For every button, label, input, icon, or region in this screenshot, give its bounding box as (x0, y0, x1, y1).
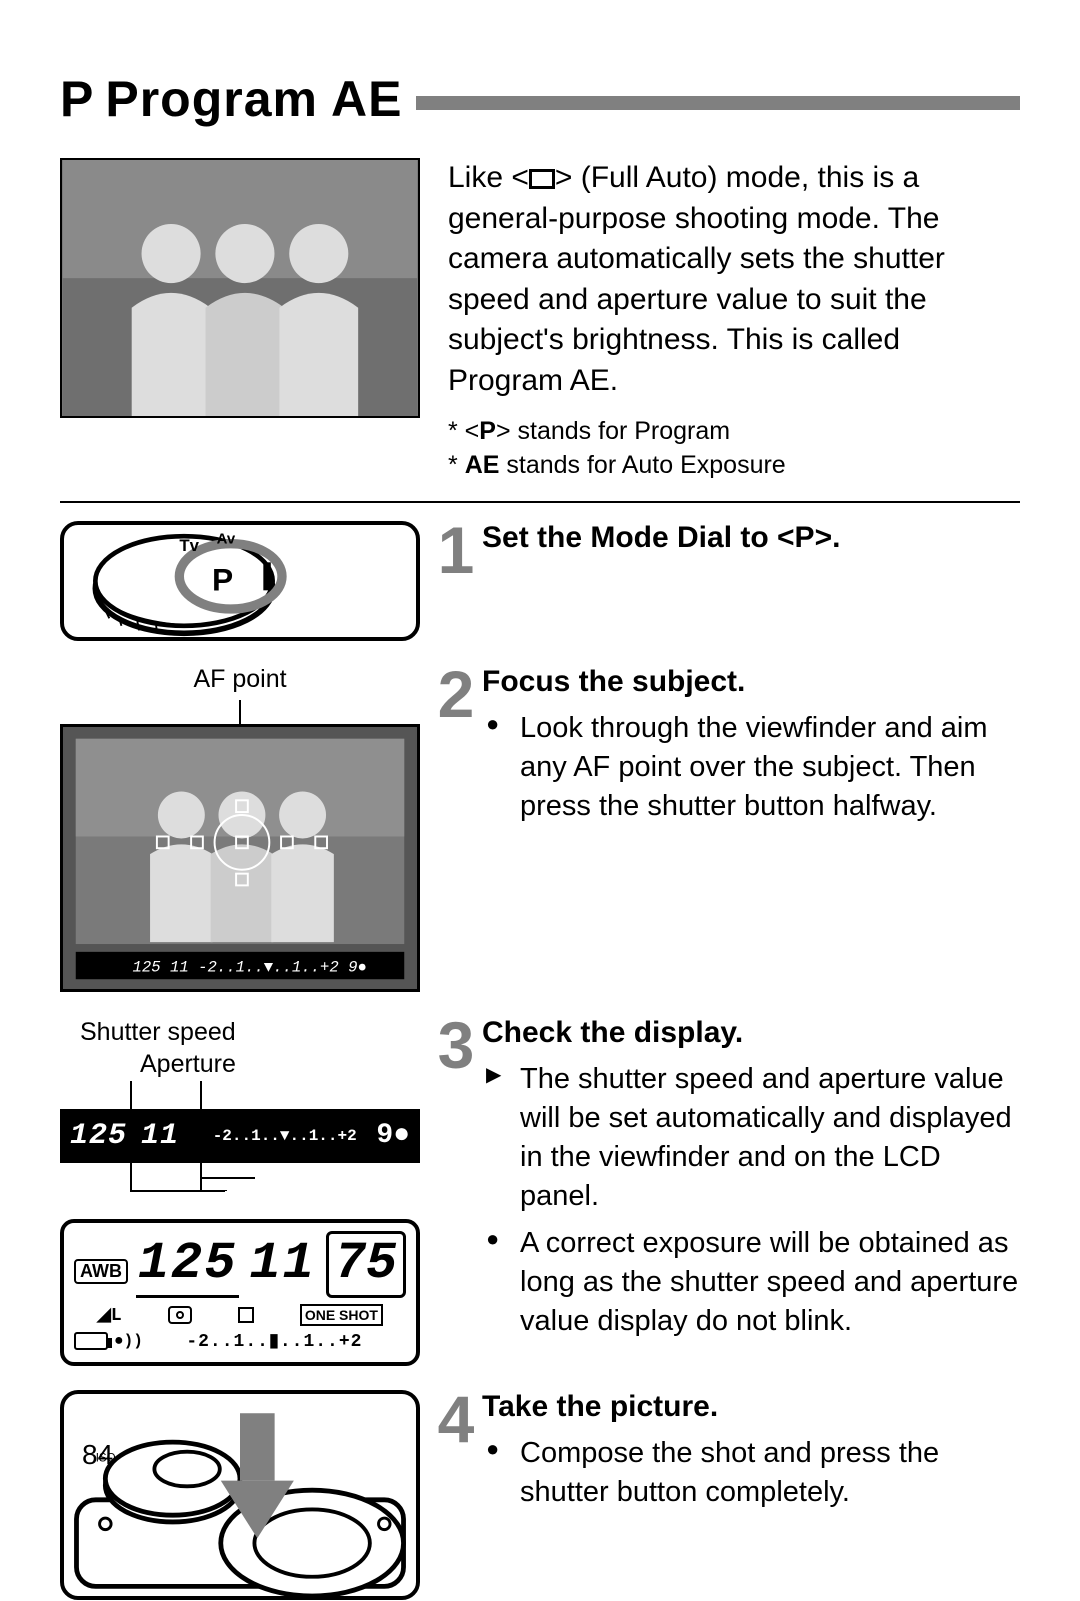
viewfinder-icon: 125 11 -2..1..▼..1..+2 9● (63, 727, 417, 989)
footnote-p: * <P> stands for Program (448, 415, 1020, 449)
awb-badge: AWB (74, 1259, 128, 1284)
step-4-number: 4 (430, 1386, 482, 1452)
step-2-title: Focus the subject. (482, 665, 1020, 699)
footnote-ae-prefix: * (448, 451, 465, 479)
svg-text:Tv: Tv (179, 536, 199, 555)
footnote-ae-suffix: stands for Auto Exposure (499, 451, 785, 479)
vf-shutter-value: 125 (70, 1119, 127, 1153)
sample-photo (60, 158, 420, 418)
step-4-bullet: Compose the shot and press the shutter b… (482, 1434, 1020, 1512)
page-number: 84 (82, 1439, 113, 1471)
step-3-title: Check the display. (482, 1016, 1020, 1050)
full-auto-icon (529, 169, 555, 189)
beep-icon: ●)) (114, 1332, 143, 1350)
lcd-shots-remaining: 75 (326, 1231, 406, 1298)
footnote-ae: * AE stands for Auto Exposure (448, 449, 1020, 483)
intro-text-body: > (Full Auto) mode, this is a general-pu… (448, 161, 945, 397)
step-1-p-icon: P (795, 521, 815, 554)
step-1-title-prefix: Set the Mode Dial to < (482, 521, 795, 554)
mode-p-icon: P (60, 70, 93, 128)
lcd-aperture-prefix: 11 (247, 1234, 317, 1295)
metering-mode-icon (168, 1306, 192, 1324)
svg-text:Av: Av (217, 530, 236, 547)
lcd-exposure-scale: -2..1..▮..1..+2 (143, 1330, 406, 1352)
title-rule (422, 96, 1020, 110)
svg-text:P: P (212, 561, 233, 597)
intro-paragraph: Like <> (Full Auto) mode, this is a gene… (448, 158, 1020, 483)
shutter-press-icon: ISO (64, 1394, 416, 1596)
viewfinder-illustration: 125 11 -2..1..▼..1..+2 9● (60, 724, 420, 992)
step-1-title-suffix: >. (815, 521, 841, 554)
vf-shots-remaining: 9● (376, 1120, 410, 1151)
footnote-ae-bold: AE (465, 451, 500, 479)
footnote-p-icon: P (479, 417, 496, 445)
lcd-panel: AWB 125 11 75 ◢L ONE SHOT ●) (60, 1219, 420, 1366)
step-2-bullet: Look through the viewfinder and aim any … (482, 709, 1020, 826)
svg-text:125 11 -2..1..▼..1..+2: 125 11 -2..1..▼..1..+2 9● (132, 958, 366, 976)
step-3-number: 3 (430, 1012, 482, 1078)
display-illustration: Shutter speed Aperture 125 11 -2..1..▼..… (60, 1016, 420, 1366)
af-point-leader-line (239, 700, 241, 724)
section-divider (60, 501, 1020, 503)
lcd-shutter-value: 125 (136, 1234, 240, 1298)
footnote-p-suffix: > stands for Program (496, 417, 730, 445)
page-title: Program AE (105, 70, 402, 128)
label-leader-lines (60, 1081, 420, 1109)
vf-exposure-scale: -2..1..▼..1..+2 (193, 1127, 376, 1145)
battery-icon (74, 1332, 108, 1350)
step-1-title: Set the Mode Dial to <P>. (482, 521, 1020, 555)
shutter-press-illustration: ISO (60, 1390, 420, 1600)
sample-photo-placeholder-icon (62, 160, 418, 416)
viewfinder-info-bar: 125 11 -2..1..▼..1..+2 9● (60, 1109, 420, 1163)
step-2-number: 2 (430, 661, 482, 727)
step-3-bullet-1: The shutter speed and aperture value wil… (482, 1060, 1020, 1217)
step-1-number: 1 (430, 517, 482, 583)
shutter-speed-label: Shutter speed (80, 1016, 420, 1049)
af-area-icon (238, 1307, 254, 1323)
vf-aperture-value: 11 (141, 1119, 179, 1153)
one-shot-badge: ONE SHOT (300, 1304, 383, 1326)
lcd-leader-lines (60, 1163, 420, 1191)
intro-text-prefix: Like < (448, 161, 529, 194)
af-point-label: AF point (60, 665, 420, 694)
step-3-bullet-2: A correct exposure will be obtained as l… (482, 1224, 1020, 1341)
mode-dial-icon: P Tv Av (64, 525, 416, 637)
footnote-p-prefix: * < (448, 417, 479, 445)
aperture-label: Aperture (140, 1048, 420, 1081)
lcd-quality-icon: ◢L (97, 1304, 122, 1326)
step-4-title: Take the picture. (482, 1390, 1020, 1424)
page-title-row: P Program AE (60, 70, 1020, 128)
mode-dial-illustration: P Tv Av (60, 521, 420, 641)
